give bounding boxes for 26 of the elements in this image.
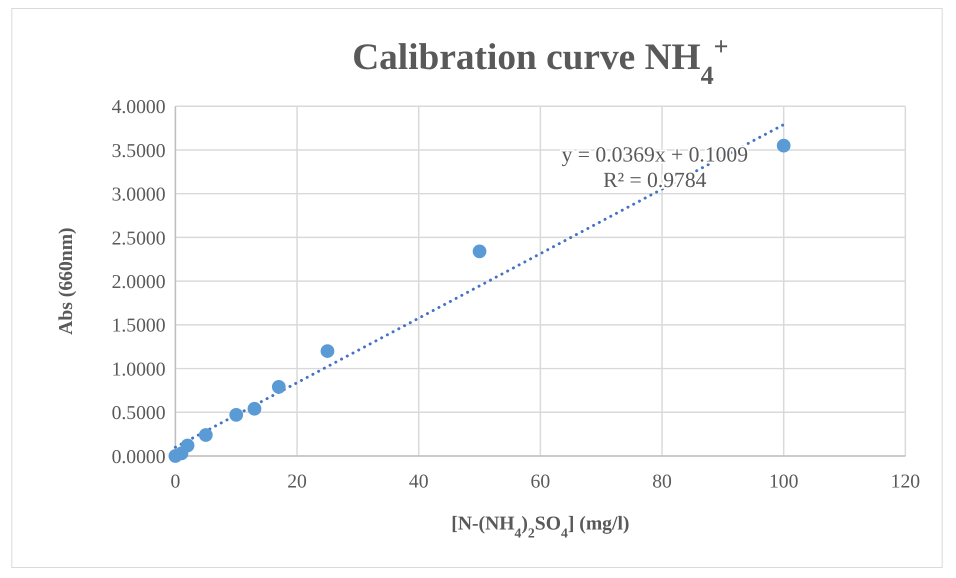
y-tick-label: 0.5000 [112, 402, 166, 424]
point [180, 438, 194, 452]
x-tick-label: 60 [530, 470, 550, 492]
x-tick-label: 40 [408, 470, 429, 492]
y-tick-label: 2.0000 [112, 271, 166, 293]
y-tick-label: 2.5000 [112, 227, 166, 250]
x-tick-label: 100 [768, 470, 799, 492]
y-tick-label: 1.0000 [112, 358, 166, 380]
x-axis-title: [N-(NH$_{4}$)$_{2}$SO$_{4}$] (mg/l) [451, 512, 630, 540]
y-tick-label: 3.0000 [112, 184, 166, 206]
x-tick-label: 20 [287, 470, 308, 492]
y-tick-label: 3.5000 [112, 140, 166, 162]
point [248, 402, 262, 416]
point [229, 408, 244, 422]
point [472, 244, 486, 258]
point [320, 344, 334, 358]
x-tick-label: 80 [652, 470, 672, 492]
y-tick-label: 0.0000 [112, 446, 166, 468]
y-axis-title: Abs (660nm) [55, 227, 78, 335]
x-tick-label: 0 [170, 470, 180, 492]
x-tick-label: 120 [890, 470, 920, 492]
y-tick-label: 4.0000 [112, 96, 166, 118]
point [198, 428, 213, 442]
point [272, 380, 286, 394]
point [776, 138, 791, 152]
y-tick-label: 1.5000 [112, 314, 166, 337]
